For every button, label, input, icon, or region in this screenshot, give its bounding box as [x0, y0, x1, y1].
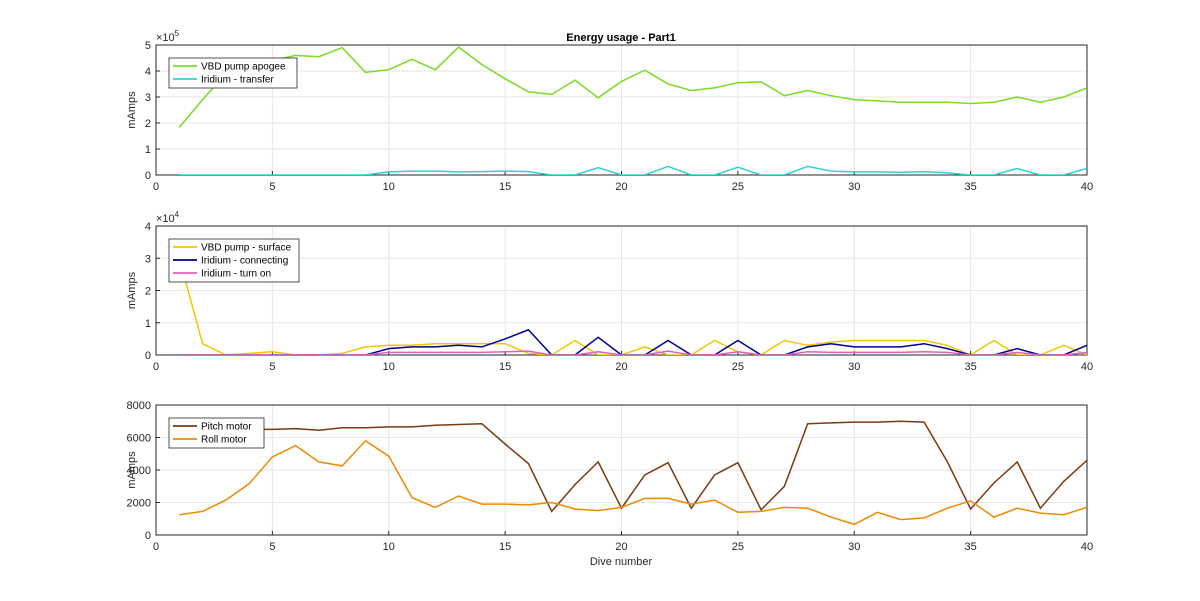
y-tick-label: 4000	[127, 465, 151, 477]
y-tick-label: 1	[145, 144, 151, 156]
y-exponent-label: ×105	[156, 29, 180, 44]
x-tick-label: 25	[732, 361, 744, 373]
x-tick-label: 20	[615, 181, 627, 193]
x-tick-label: 15	[499, 181, 511, 193]
y-tick-label: 0	[145, 170, 151, 182]
x-tick-label: 40	[1081, 361, 1093, 373]
axes-3: 0 5 10 15 20 25 30 35 40 0 2000 4000 6000 8000 mAmps Pi…	[126, 400, 1093, 553]
y-tick-label: 0	[145, 350, 151, 362]
x-tick-label: 30	[848, 361, 860, 373]
y-tick-label: 2000	[127, 498, 151, 510]
x-tick-label: 5	[269, 181, 275, 193]
y-tick-label: 6000	[127, 433, 151, 445]
x-tick-label: 0	[153, 541, 159, 553]
y-exponent-label: ×104	[156, 210, 180, 225]
series-line-iridium-transfer	[179, 165, 1087, 175]
x-tick-label: 0	[153, 181, 159, 193]
x-tick-label: 35	[965, 181, 977, 193]
y-tick-label: 3	[145, 253, 151, 265]
x-tick-label: 5	[269, 361, 275, 373]
series-line-iridium-turn-on	[179, 350, 1087, 355]
axes-box	[155, 404, 1088, 536]
x-tick-label: 25	[732, 181, 744, 193]
x-tick-label: 30	[848, 541, 860, 553]
x-tick-label: 35	[965, 541, 977, 553]
series-line-pitch-motor	[179, 420, 1087, 513]
axes-1: 0 5 10 15 20 25 30 35 40 0 1 2 3 4 5 ×105 mAmps VBD pump …	[126, 29, 1093, 193]
y-axis-label: mAmps	[126, 91, 138, 129]
legend	[168, 57, 298, 89]
y-tick-label: 2	[145, 286, 151, 298]
series-line-vbd-pump-surface	[178, 258, 1087, 355]
y-tick-label: 3	[145, 92, 151, 104]
y-tick-label: 5	[145, 40, 151, 52]
x-tick-label: 20	[615, 361, 627, 373]
y-axis-label: mAmps	[126, 271, 138, 309]
x-tick-label: 10	[383, 361, 395, 373]
x-tick-label: 10	[383, 541, 395, 553]
series-line-roll-motor	[179, 439, 1087, 526]
legend-entry: Iridium - connecting	[201, 256, 288, 267]
legend	[168, 417, 265, 449]
x-tick-label: 20	[615, 541, 627, 553]
y-tick-label: 1	[145, 318, 151, 330]
x-tick-label: 35	[965, 361, 977, 373]
legend-entry: VBD pump apogee	[201, 62, 286, 73]
x-tick-label: 30	[848, 181, 860, 193]
x-tick-label: 25	[732, 541, 744, 553]
legend-entry: Iridium - transfer	[201, 75, 274, 86]
figure-title: Energy usage - Part1	[566, 32, 675, 44]
x-tick-label: 40	[1081, 181, 1093, 193]
x-tick-label: 40	[1081, 541, 1093, 553]
series-line-vbd-pump-apogee	[178, 46, 1087, 128]
legend-entry: Iridium - turn on	[201, 269, 271, 280]
x-tick-label: 10	[383, 181, 395, 193]
y-tick-label: 4	[145, 66, 151, 78]
axes-2: 0 5 10 15 20 25 30 35 40 0 1 2 3 4 ×104 mAmps VBD pump -…	[126, 210, 1093, 373]
legend-entry: Roll motor	[201, 435, 247, 446]
series-line-iridium-connecting	[179, 328, 1087, 355]
y-tick-label: 0	[145, 530, 151, 542]
x-tick-label: 0	[153, 361, 159, 373]
y-tick-label: 8000	[127, 400, 151, 412]
y-tick-label: 4	[145, 221, 151, 233]
x-tick-label: 15	[499, 361, 511, 373]
x-tick-label: 15	[499, 541, 511, 553]
x-axis-label: Dive number	[590, 556, 653, 568]
x-tick-label: 5	[269, 541, 275, 553]
legend-entry: Pitch motor	[201, 422, 252, 433]
y-tick-label: 2	[145, 118, 151, 130]
y-axis-label: mAmps	[126, 451, 138, 489]
legend-entry: VBD pump - surface	[201, 243, 291, 254]
